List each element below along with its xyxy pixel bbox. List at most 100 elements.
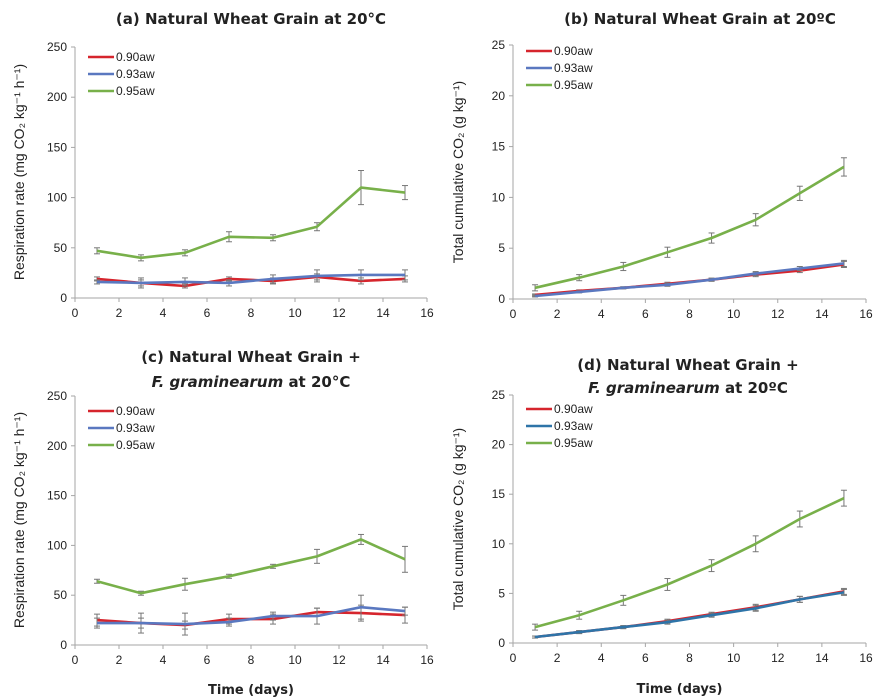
y-tick-label: 0 — [498, 636, 505, 650]
legend-label: 0.90aw — [116, 50, 155, 64]
chart-panel-b: (b) Natural Wheat Grain at 20ºC051015202… — [450, 10, 873, 321]
chart-panel-a: (a) Natural Wheat Grain at 20°C050100150… — [11, 10, 434, 320]
x-tick-label: 14 — [815, 307, 829, 321]
series-line — [534, 262, 845, 298]
x-tick-label: 0 — [72, 653, 79, 667]
x-tick-label: 4 — [160, 306, 167, 320]
chart-panel-d: (d) Natural Wheat Grain + F. graminearum … — [450, 356, 873, 697]
x-tick-label: 2 — [554, 651, 561, 665]
x-tick-label: 16 — [859, 651, 873, 665]
y-tick-label: 15 — [492, 487, 506, 501]
y-tick-label: 200 — [47, 439, 67, 453]
series-0.93aw — [94, 269, 408, 289]
y-tick-label: 5 — [498, 241, 505, 255]
x-tick-label: 2 — [116, 653, 123, 667]
x-tick-label: 14 — [376, 306, 390, 320]
y-tick-label: 250 — [47, 389, 67, 403]
y-axis-label: Respiration rate (mg CO₂ kg⁻¹ h⁻¹) — [11, 412, 27, 628]
series-line — [96, 538, 406, 595]
series-line — [97, 605, 406, 626]
series-line — [96, 186, 406, 260]
y-tick-label: 100 — [47, 191, 67, 205]
y-tick-label: 25 — [492, 388, 506, 402]
y-tick-label: 0 — [60, 291, 67, 305]
y-tick-label: 50 — [54, 588, 68, 602]
x-tick-label: 10 — [288, 306, 302, 320]
x-axis-label: Time (days) — [637, 682, 723, 697]
x-tick-label: 14 — [376, 653, 390, 667]
y-tick-label: 20 — [492, 438, 506, 452]
y-tick-label: 150 — [47, 140, 67, 154]
x-tick-label: 8 — [248, 306, 255, 320]
x-tick-label: 4 — [598, 651, 605, 665]
x-tick-label: 12 — [332, 306, 346, 320]
y-tick-label: 5 — [498, 586, 505, 600]
chart-title: (c) Natural Wheat Grain + — [141, 348, 361, 366]
y-tick-label: 50 — [54, 241, 68, 255]
y-tick-label: 250 — [47, 40, 67, 54]
x-tick-label: 0 — [72, 306, 79, 320]
y-axis-label: Total cumulative CO₂ (g kg⁻¹) — [450, 81, 466, 263]
x-tick-label: 8 — [686, 651, 693, 665]
series-0.95aw — [532, 157, 847, 292]
chart-title: (b) Natural Wheat Grain at 20ºC — [564, 10, 836, 28]
x-tick-label: 10 — [727, 307, 741, 321]
x-tick-label: 2 — [116, 306, 123, 320]
series-0.93aw — [532, 588, 847, 639]
legend-label: 0.93aw — [116, 67, 155, 81]
chart-panel-c: (c) Natural Wheat Grain + F. graminearum … — [11, 348, 434, 698]
legend-label: 0.93aw — [554, 419, 593, 433]
series-line — [534, 497, 845, 629]
x-tick-label: 0 — [510, 651, 517, 665]
y-tick-label: 200 — [47, 90, 67, 104]
chart-title: (d) Natural Wheat Grain + — [577, 356, 798, 374]
y-tick-label: 25 — [492, 38, 506, 52]
legend-label: 0.93aw — [554, 61, 593, 75]
y-tick-label: 0 — [60, 638, 67, 652]
legend-label: 0.90aw — [116, 404, 155, 418]
chart-title: (a) Natural Wheat Grain at 20°C — [116, 10, 386, 28]
x-axis-label: Time (days) — [208, 683, 294, 698]
legend-label: 0.90aw — [554, 402, 593, 416]
x-tick-label: 10 — [727, 651, 741, 665]
series-line — [534, 165, 845, 290]
series-0.93aw — [532, 259, 847, 298]
series-0.93aw — [94, 594, 408, 636]
series-line — [534, 591, 845, 639]
x-tick-label: 12 — [332, 653, 346, 667]
x-tick-label: 6 — [642, 307, 649, 321]
x-tick-label: 14 — [815, 651, 829, 665]
x-tick-label: 16 — [859, 307, 873, 321]
x-tick-label: 4 — [598, 307, 605, 321]
y-axis-label: Total cumulative CO₂ (g kg⁻¹) — [450, 428, 466, 610]
x-tick-label: 6 — [204, 653, 211, 667]
series-0.95aw — [532, 489, 847, 631]
legend-label: 0.93aw — [116, 421, 155, 435]
x-tick-label: 4 — [160, 653, 167, 667]
legend-label: 0.90aw — [554, 44, 593, 58]
y-tick-label: 20 — [492, 89, 506, 103]
x-tick-label: 0 — [510, 307, 517, 321]
x-tick-label: 16 — [420, 306, 434, 320]
x-tick-label: 10 — [288, 653, 302, 667]
series-0.95aw — [94, 169, 408, 262]
y-tick-label: 10 — [492, 537, 506, 551]
legend-label: 0.95aw — [554, 78, 593, 92]
legend-label: 0.95aw — [116, 438, 155, 452]
chart-title-line2: F. graminearum at 20ºC — [588, 379, 788, 397]
x-tick-label: 8 — [686, 307, 693, 321]
chart-title-line2: F. graminearum at 20°C — [152, 373, 351, 391]
x-tick-label: 12 — [771, 651, 785, 665]
legend-label: 0.95aw — [116, 84, 155, 98]
x-tick-label: 8 — [248, 653, 255, 667]
x-tick-label: 2 — [554, 307, 561, 321]
x-tick-label: 12 — [771, 307, 785, 321]
series-0.95aw — [94, 533, 408, 596]
legend-label: 0.95aw — [554, 436, 593, 450]
y-tick-label: 0 — [498, 292, 505, 306]
y-tick-label: 150 — [47, 489, 67, 503]
x-tick-label: 6 — [642, 651, 649, 665]
y-axis-label: Respiration rate (mg CO₂ kg⁻¹ h⁻¹) — [11, 64, 27, 280]
x-tick-label: 16 — [420, 653, 434, 667]
